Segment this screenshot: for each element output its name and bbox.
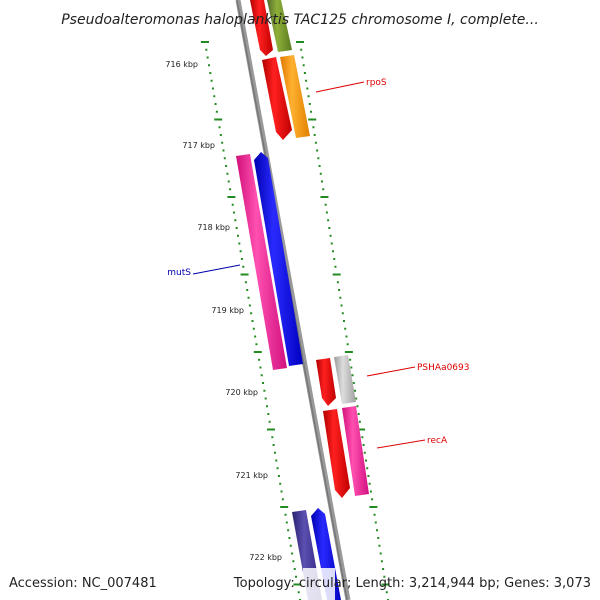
feature-pink-reca[interactable] (342, 406, 369, 496)
feature-red-720[interactable] (316, 358, 336, 406)
kbp-label-719: 719 kbp (211, 306, 244, 315)
kbp-label-721: 721 kbp (235, 471, 268, 480)
kbp-label-720: 720 kbp (225, 388, 258, 397)
feature-red-reca[interactable] (323, 409, 350, 498)
feature-gray-pshaa0693[interactable] (334, 355, 356, 404)
feature-pink-mutS[interactable] (236, 154, 287, 370)
leader-rpos (315, 81, 365, 93)
feature-orange-rpos[interactable] (280, 55, 310, 138)
ruler-track-right (296, 41, 390, 600)
kbp-label-716: 716 kbp (165, 60, 198, 69)
kbp-label-722: 722 kbp (249, 553, 282, 562)
leader-reca (376, 439, 426, 449)
feature-red-716[interactable] (262, 57, 292, 140)
gene-label-rpos[interactable]: rpoS (366, 78, 387, 88)
feature-top-olive[interactable] (267, 0, 292, 52)
gene-label-muts[interactable]: mutS (167, 268, 191, 278)
feature-top-red[interactable] (250, 0, 273, 56)
kbp-label-718: 718 kbp (197, 223, 230, 232)
gene-label-reca[interactable]: recA (427, 436, 448, 446)
map-title: Pseudoalteromonas haloplanktis TAC125 ch… (61, 12, 539, 28)
gene-label-pshaa0693[interactable]: PSHAa0693 (417, 363, 469, 373)
leader-muts (192, 264, 241, 275)
chromosome-backbone (235, 0, 351, 600)
feature-blue-mutS[interactable] (254, 152, 303, 366)
accession-text: Accession: NC_007481 (9, 576, 157, 591)
ruler-track-left (201, 41, 302, 600)
leader-pshaa0693 (366, 366, 416, 377)
feature-white-722 (303, 568, 335, 600)
summary-text: Topology: circular; Length: 3,214,944 bp… (233, 576, 591, 591)
kbp-label-717: 717 kbp (182, 141, 215, 150)
map-canvas: 716 kbp 717 kbp 718 kbp 719 kbp 720 kbp … (9, 0, 591, 600)
